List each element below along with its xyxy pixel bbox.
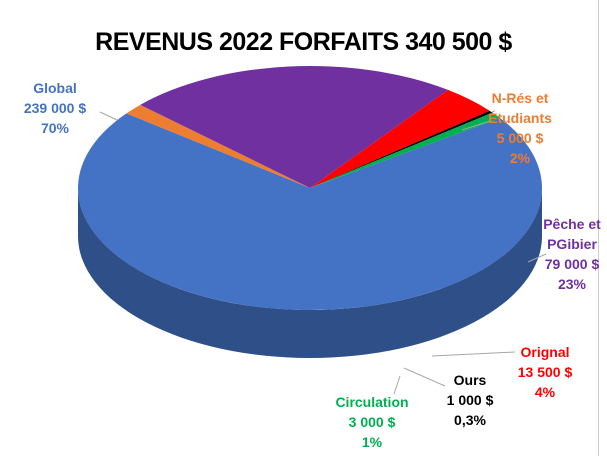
label-value: 13 500 $ <box>517 364 573 380</box>
slice <box>310 112 501 188</box>
data-label: Ours 1 000 $ 0,3% <box>430 370 510 430</box>
data-label: Global 239 000 $ 70% <box>0 78 115 138</box>
label-name: Orignal <box>520 344 570 360</box>
label-name: N-Rés et Étudiants <box>488 90 552 126</box>
slice <box>310 110 493 188</box>
leader-line <box>403 367 446 387</box>
data-label: N-Rés et Étudiants 5 000 $ 2% <box>480 88 560 168</box>
label-name: Circulation <box>335 394 409 410</box>
leader-line <box>431 351 516 357</box>
label-name: Pêche et PGibier <box>543 216 601 252</box>
label-value: 5 000 $ <box>496 130 544 146</box>
label-percent: 4% <box>534 384 556 400</box>
data-label: Circulation 3 000 $ 1% <box>322 392 422 452</box>
data-label: Pêche et PGibier 79 000 $ 23% <box>537 214 607 294</box>
slice <box>140 66 448 188</box>
data-label: Orignal 13 500 $ 4% <box>505 342 585 402</box>
slice <box>310 89 490 188</box>
slice <box>126 104 310 188</box>
label-name: Ours <box>453 372 487 388</box>
label-percent: 70% <box>40 120 70 136</box>
label-name: Global <box>33 80 77 96</box>
label-value: 239 000 $ <box>23 100 87 116</box>
label-percent: 0,3% <box>454 412 486 428</box>
label-percent: 2% <box>509 150 531 166</box>
label-value: 1 000 $ <box>446 392 494 408</box>
leader-line <box>461 120 491 131</box>
leader-line <box>393 375 401 395</box>
side-shade <box>78 188 542 358</box>
slice <box>78 113 543 311</box>
chart-title: REVENUS 2022 FORFAITS 340 500 $ <box>95 28 512 56</box>
label-percent: 1% <box>361 434 383 450</box>
label-value: 79 000 $ <box>544 256 600 272</box>
leader-line <box>527 253 547 263</box>
label-percent: 23% <box>557 276 587 292</box>
frame <box>598 0 599 456</box>
label-value: 3 000 $ <box>348 414 396 430</box>
slice-side <box>78 188 542 358</box>
leader-line <box>99 111 118 121</box>
